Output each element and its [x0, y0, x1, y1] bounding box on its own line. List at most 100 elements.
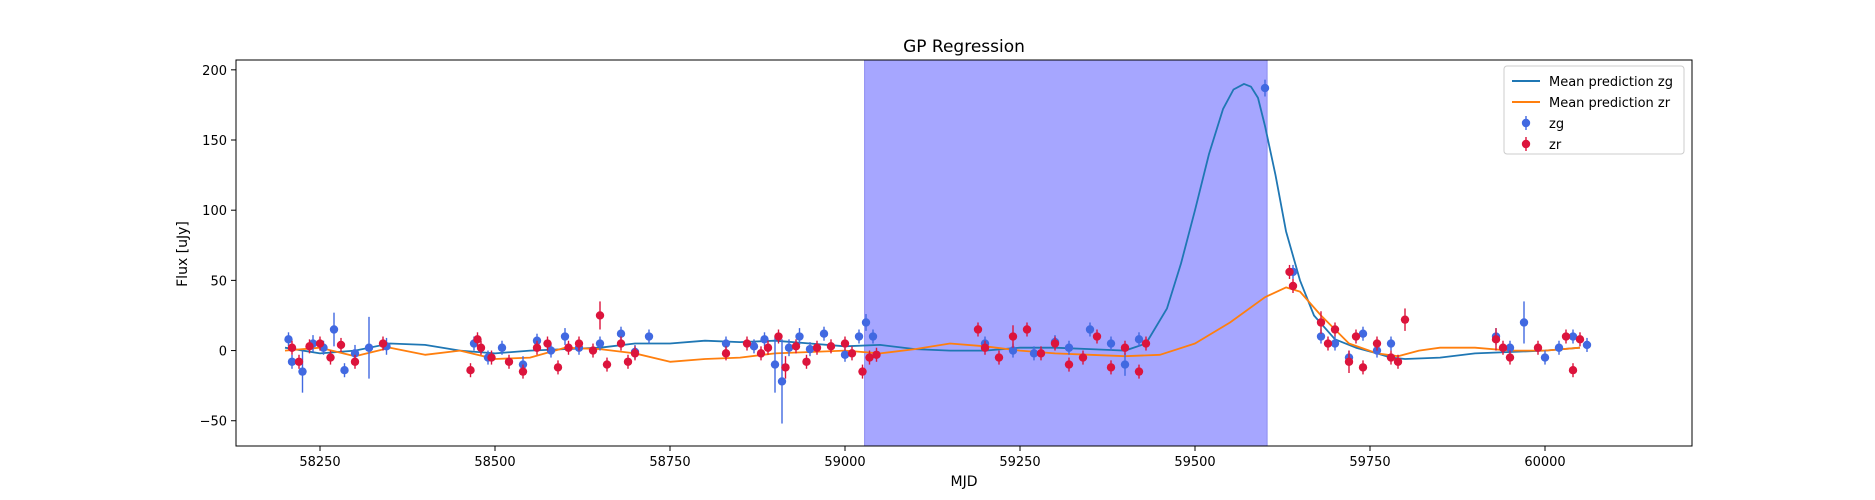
- data-point: [770, 360, 780, 369]
- data-point: [1568, 366, 1578, 375]
- x-tick-label: 59500: [1174, 455, 1215, 470]
- data-point: [980, 343, 990, 352]
- data-point: [560, 332, 570, 341]
- data-point: [721, 339, 731, 348]
- data-point: [840, 350, 850, 359]
- data-point: [1285, 267, 1294, 277]
- data-point: [1106, 339, 1116, 348]
- data-point: [1120, 360, 1130, 369]
- data-point: [1106, 363, 1116, 372]
- data-point: [1568, 332, 1578, 341]
- data-point: [826, 342, 836, 351]
- data-point: [287, 357, 297, 366]
- x-axis-ticks: 58250 58500 58750 59000 59250 59500 59750 60000: [299, 446, 1566, 470]
- data-point: [791, 342, 801, 351]
- series-zr: [287, 264, 1585, 379]
- legend-label: zg: [1549, 117, 1564, 132]
- data-point: [616, 339, 626, 348]
- data-point: [287, 343, 297, 352]
- data-point: [1134, 335, 1144, 344]
- data-point: [1120, 343, 1130, 352]
- data-point: [1134, 367, 1144, 376]
- data-point: [326, 353, 335, 362]
- data-point: [595, 311, 605, 320]
- data-point: [1386, 339, 1396, 348]
- data-point: [1008, 346, 1018, 355]
- data-point: [1085, 325, 1095, 334]
- data-point: [630, 349, 640, 358]
- data-point: [1533, 343, 1543, 352]
- data-point: [476, 343, 486, 352]
- data-point: [518, 360, 528, 369]
- data-point: [602, 360, 612, 369]
- data-point: [1561, 332, 1571, 341]
- data-point: [802, 357, 811, 366]
- y-axis-ticks: −50 0 50 100 150 200: [200, 64, 236, 430]
- data-point: [795, 332, 804, 341]
- data-point: [819, 329, 829, 338]
- x-tick-label: 59000: [824, 455, 865, 470]
- data-point: [1029, 349, 1039, 358]
- legend-box: [1503, 65, 1685, 155]
- shaded-region: [864, 59, 1268, 447]
- data-point: [329, 325, 339, 334]
- data-point: [350, 357, 360, 366]
- legend-label: Mean prediction zg: [1549, 75, 1673, 90]
- data-point: [805, 344, 815, 354]
- data-point: [1358, 329, 1368, 338]
- data-point: [1050, 339, 1060, 348]
- data-point: [623, 357, 633, 366]
- y-tick-label: 0: [219, 345, 227, 360]
- data-point: [364, 343, 374, 352]
- data-point: [760, 335, 769, 344]
- data-point: [1491, 335, 1501, 344]
- data-point: [854, 332, 864, 341]
- x-axis-label: MJD: [951, 474, 978, 490]
- x-tick-label: 60000: [1524, 455, 1565, 470]
- data-point: [1386, 353, 1396, 362]
- data-point: [1344, 357, 1354, 366]
- data-point: [781, 363, 790, 372]
- data-point: [504, 357, 514, 366]
- y-axis-label: Flux [uJy]: [175, 221, 191, 287]
- data-point: [1323, 339, 1333, 348]
- legend-marker-swatch: [1521, 118, 1531, 128]
- data-point: [1582, 340, 1592, 350]
- data-point: [1351, 332, 1361, 341]
- data-point: [294, 357, 304, 366]
- data-point: [1008, 332, 1018, 341]
- data-point: [1330, 339, 1340, 348]
- data-point: [774, 332, 783, 341]
- data-point: [721, 349, 731, 358]
- data-point: [497, 343, 507, 352]
- data-point: [1575, 335, 1585, 344]
- data-point: [546, 346, 556, 355]
- legend-label: Mean prediction zr: [1549, 96, 1671, 111]
- data-point: [756, 349, 766, 358]
- data-point: [340, 366, 349, 375]
- data-point: [616, 329, 626, 338]
- data-point: [1358, 363, 1368, 372]
- y-tick-label: 200: [202, 64, 227, 79]
- data-point: [1400, 315, 1410, 324]
- data-point: [588, 346, 598, 355]
- data-point: [305, 342, 314, 351]
- data-point: [1260, 83, 1270, 93]
- y-tick-label: 150: [202, 134, 227, 149]
- data-point: [1505, 353, 1515, 362]
- axes-frame: [235, 59, 1693, 447]
- plot-area: [235, 59, 1693, 447]
- legend-label: zr: [1549, 138, 1562, 153]
- data-point: [336, 340, 346, 350]
- data-point: [518, 367, 528, 376]
- data-point: [865, 353, 874, 362]
- data-point: [473, 335, 482, 344]
- data-point: [378, 339, 388, 348]
- data-point: [861, 318, 871, 327]
- y-tick-label: −50: [200, 415, 227, 430]
- data-point: [1554, 343, 1564, 352]
- data-point: [1141, 339, 1151, 348]
- data-point: [784, 343, 794, 352]
- data-point: [595, 339, 605, 348]
